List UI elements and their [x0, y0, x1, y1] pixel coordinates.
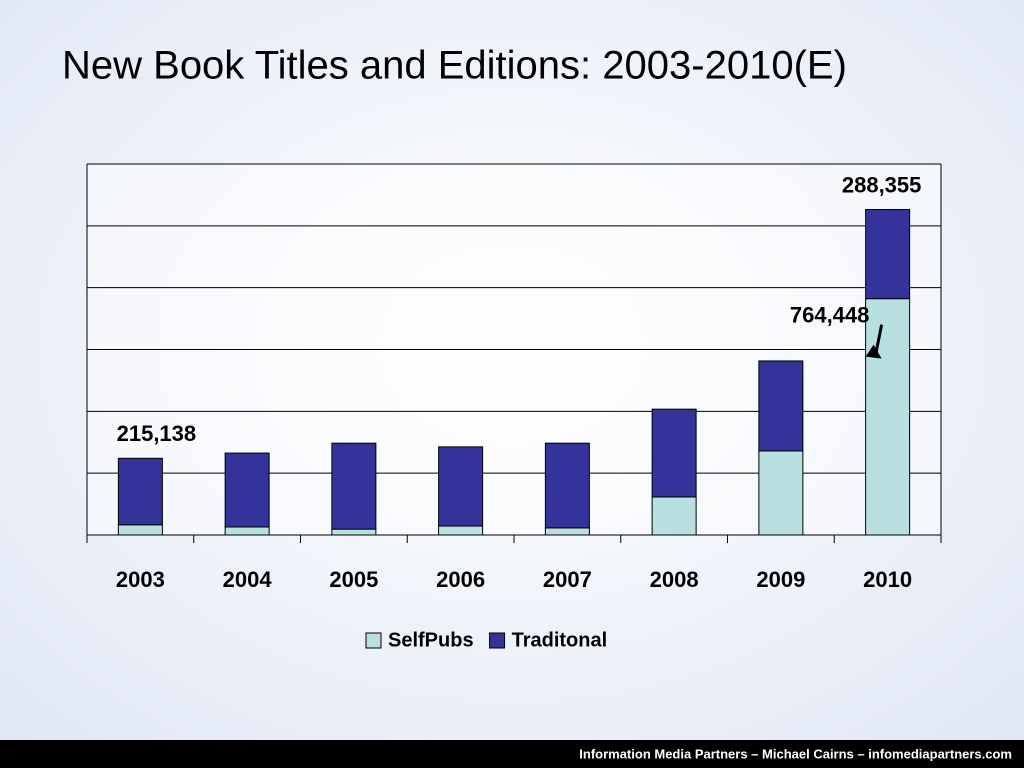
bar-segment — [224, 452, 270, 528]
bar-segment — [544, 442, 590, 529]
bar-segment — [117, 457, 163, 526]
data-label: 215,138 — [117, 421, 197, 446]
x-tick-label: 2005 — [329, 567, 378, 592]
footer-bar — [0, 740, 1024, 768]
legend-swatch — [489, 632, 506, 649]
legend-label: SelfPubs — [388, 629, 474, 651]
bar-segment — [758, 450, 804, 536]
legend-swatch — [365, 632, 382, 649]
bar-segment — [865, 298, 911, 536]
x-tick-label: 2004 — [223, 567, 273, 592]
bar-segment — [331, 528, 377, 536]
x-tick-label: 2007 — [543, 567, 592, 592]
bar-segment — [651, 496, 697, 536]
data-label: 288,355 — [842, 172, 922, 197]
legend-label: Traditonal — [512, 629, 608, 651]
bar-segment — [865, 209, 911, 300]
bar-segment — [651, 408, 697, 498]
bar-segment — [758, 360, 804, 452]
bar-segment — [544, 527, 590, 536]
footer-text: Information Media Partners – Michael Cai… — [579, 746, 1012, 761]
slide-title: New Book Titles and Editions: 2003-2010(… — [62, 44, 847, 88]
annotation-arrow — [874, 324, 884, 355]
bar-segment — [438, 446, 484, 527]
x-tick-label: 2006 — [436, 567, 485, 592]
x-tick-label: 2003 — [116, 567, 165, 592]
x-tick-label: 2008 — [650, 567, 699, 592]
x-tick-label: 2010 — [863, 567, 912, 592]
x-tick-label: 2009 — [756, 567, 805, 592]
bar-segment — [224, 526, 270, 536]
annotation-arrowhead — [865, 344, 882, 359]
bar-segment — [438, 525, 484, 536]
bar-segment — [331, 442, 377, 530]
bar-segment — [117, 524, 163, 536]
data-label: 764,448 — [790, 302, 870, 327]
